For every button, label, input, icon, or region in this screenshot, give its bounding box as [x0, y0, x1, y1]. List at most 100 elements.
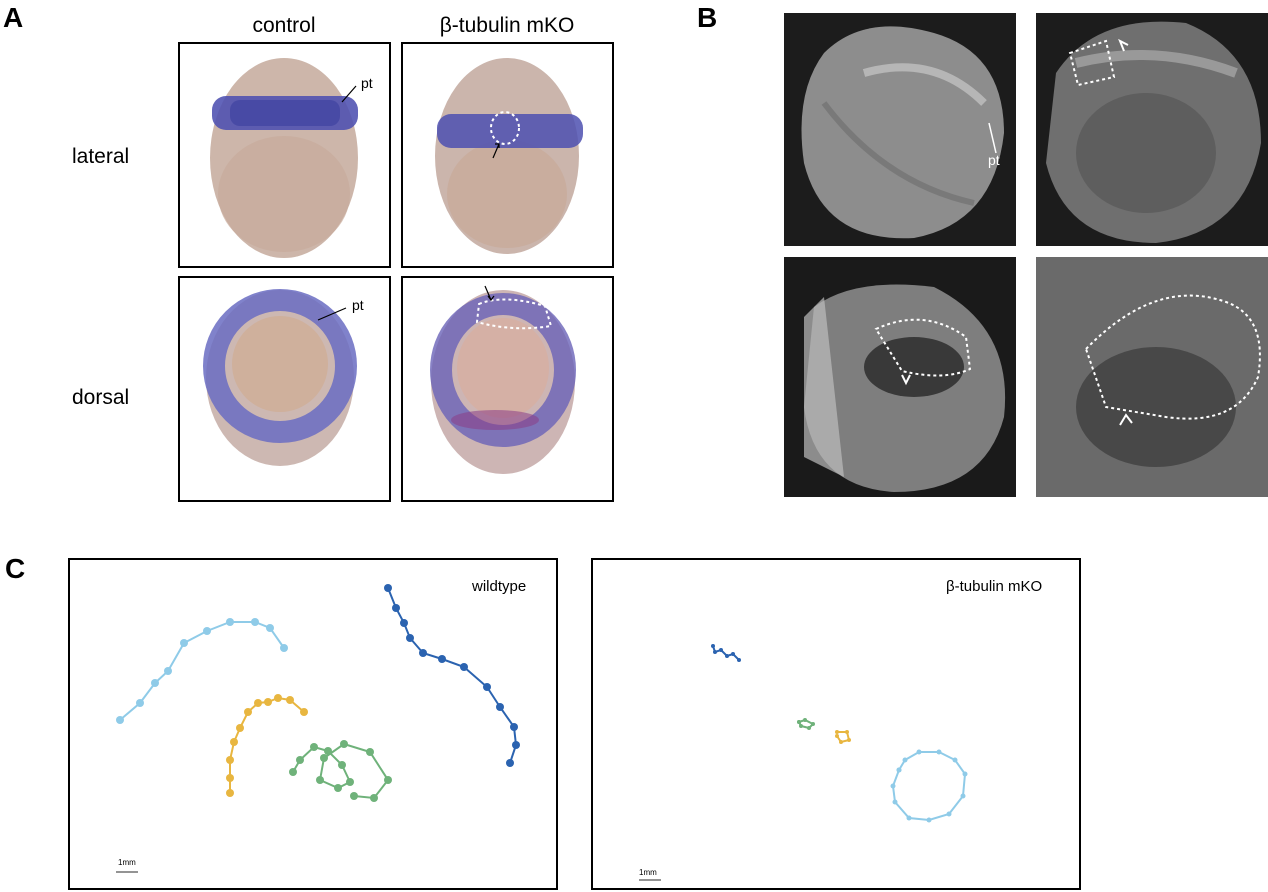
track-dark-blue-path — [387, 587, 518, 764]
track-yellow-point — [847, 738, 851, 742]
track-yellow-point — [264, 698, 272, 706]
track-dark-blue-point — [406, 634, 414, 642]
image-mko-lateral — [401, 42, 614, 268]
track-light-blue-point — [266, 624, 274, 632]
row-label-dorsal: dorsal — [72, 386, 130, 409]
trajectory-plot-mko — [591, 558, 1081, 890]
track-yellow-point — [230, 738, 238, 746]
plot-title-mko: β-tubulin mKO — [946, 578, 1043, 595]
column-label-mko: β-tubulin mKO — [439, 14, 575, 37]
sem-image-bottom-right — [1036, 257, 1268, 497]
track-light-blue-point — [896, 767, 902, 773]
track-dark-blue-point — [510, 723, 518, 731]
track-yellow-point — [226, 774, 234, 782]
track-green-point — [811, 722, 815, 726]
track-green-point — [316, 776, 324, 784]
track-green-point — [338, 761, 346, 769]
track-light-blue-point — [916, 749, 922, 755]
scale-label-mko: 1mm — [639, 868, 657, 877]
track-light-blue-point — [151, 679, 159, 687]
track-green-point — [324, 747, 332, 755]
track-green-point — [340, 740, 348, 748]
pt-label-a2: pt — [352, 297, 364, 313]
scale-label-wildtype: 1mm — [118, 858, 136, 867]
pt-label-b: pt — [988, 152, 1000, 168]
trajectory-plot-wildtype — [68, 558, 558, 890]
sem-image-bottom-left — [784, 257, 1016, 497]
track-dark-blue-path — [712, 645, 740, 661]
sem-image-top-left — [784, 13, 1016, 246]
track-light-blue-point — [226, 618, 234, 626]
track-light-blue-point — [952, 757, 958, 763]
track-light-blue-point — [892, 799, 898, 805]
column-label-control: control — [252, 14, 316, 37]
row-label-lateral: lateral — [72, 145, 130, 168]
pt-label-a1: pt — [361, 75, 373, 91]
panel-letter-b: B — [697, 2, 718, 33]
track-light-blue-point — [136, 699, 144, 707]
track-yellow-point — [226, 756, 234, 764]
track-dark-blue-point — [438, 655, 446, 663]
track-dark-blue-point — [711, 644, 715, 648]
track-dark-blue-point — [725, 654, 729, 658]
track-yellow-point — [226, 789, 234, 797]
track-green-point — [370, 794, 378, 802]
track-green-point — [384, 776, 392, 784]
image-mko-dorsal — [401, 276, 614, 502]
track-green-point — [310, 743, 318, 751]
panel-letter-c: C — [5, 553, 26, 584]
track-dark-blue-point — [419, 649, 427, 657]
track-dark-blue-point — [713, 650, 717, 654]
track-light-blue-point — [280, 644, 288, 652]
track-dark-blue-point — [384, 584, 392, 592]
sem-image-top-right — [1036, 13, 1268, 246]
track-light-blue-point — [116, 716, 124, 724]
track-light-blue-point — [203, 627, 211, 635]
track-light-blue-point — [890, 783, 896, 789]
track-dark-blue-point — [512, 741, 520, 749]
track-green-point — [366, 748, 374, 756]
track-yellow-point — [835, 730, 839, 734]
image-control-lateral — [178, 42, 391, 268]
track-light-blue-point — [946, 811, 952, 817]
track-light-blue-path — [119, 621, 285, 721]
track-green-point — [797, 720, 801, 724]
track-yellow-point — [274, 694, 282, 702]
track-light-blue-point — [936, 749, 942, 755]
track-green-point — [296, 756, 304, 764]
track-yellow-point — [839, 740, 843, 744]
track-yellow-point — [254, 699, 262, 707]
track-green-point — [289, 768, 297, 776]
track-green-point — [334, 784, 342, 792]
track-dark-blue-point — [506, 759, 514, 767]
track-dark-blue-point — [719, 648, 723, 652]
track-yellow-point — [286, 696, 294, 704]
track-yellow-point — [845, 730, 849, 734]
track-light-blue-point — [251, 618, 259, 626]
track-green-point — [807, 726, 811, 730]
track-dark-blue-point — [496, 703, 504, 711]
track-dark-blue-point — [483, 683, 491, 691]
track-green-point — [799, 724, 803, 728]
track-dark-blue-point — [731, 652, 735, 656]
track-light-blue-point — [926, 817, 932, 823]
track-green-point — [350, 792, 358, 800]
track-dark-blue-point — [460, 663, 468, 671]
track-green-point — [346, 778, 354, 786]
track-yellow-point — [300, 708, 308, 716]
track-light-blue-point — [902, 757, 908, 763]
image-control-dorsal — [178, 276, 391, 502]
track-light-blue-point — [180, 639, 188, 647]
track-yellow-path — [229, 696, 305, 793]
track-dark-blue-point — [392, 604, 400, 612]
track-light-blue-point — [960, 793, 966, 799]
track-green-point — [803, 718, 807, 722]
track-dark-blue-point — [737, 658, 741, 662]
track-yellow-point — [244, 708, 252, 716]
track-light-blue-point — [164, 667, 172, 675]
track-light-blue-point — [962, 771, 968, 777]
panel-letter-a: A — [3, 2, 24, 33]
track-yellow-point — [835, 734, 839, 738]
track-green-point — [320, 754, 328, 762]
track-dark-blue-point — [400, 619, 408, 627]
